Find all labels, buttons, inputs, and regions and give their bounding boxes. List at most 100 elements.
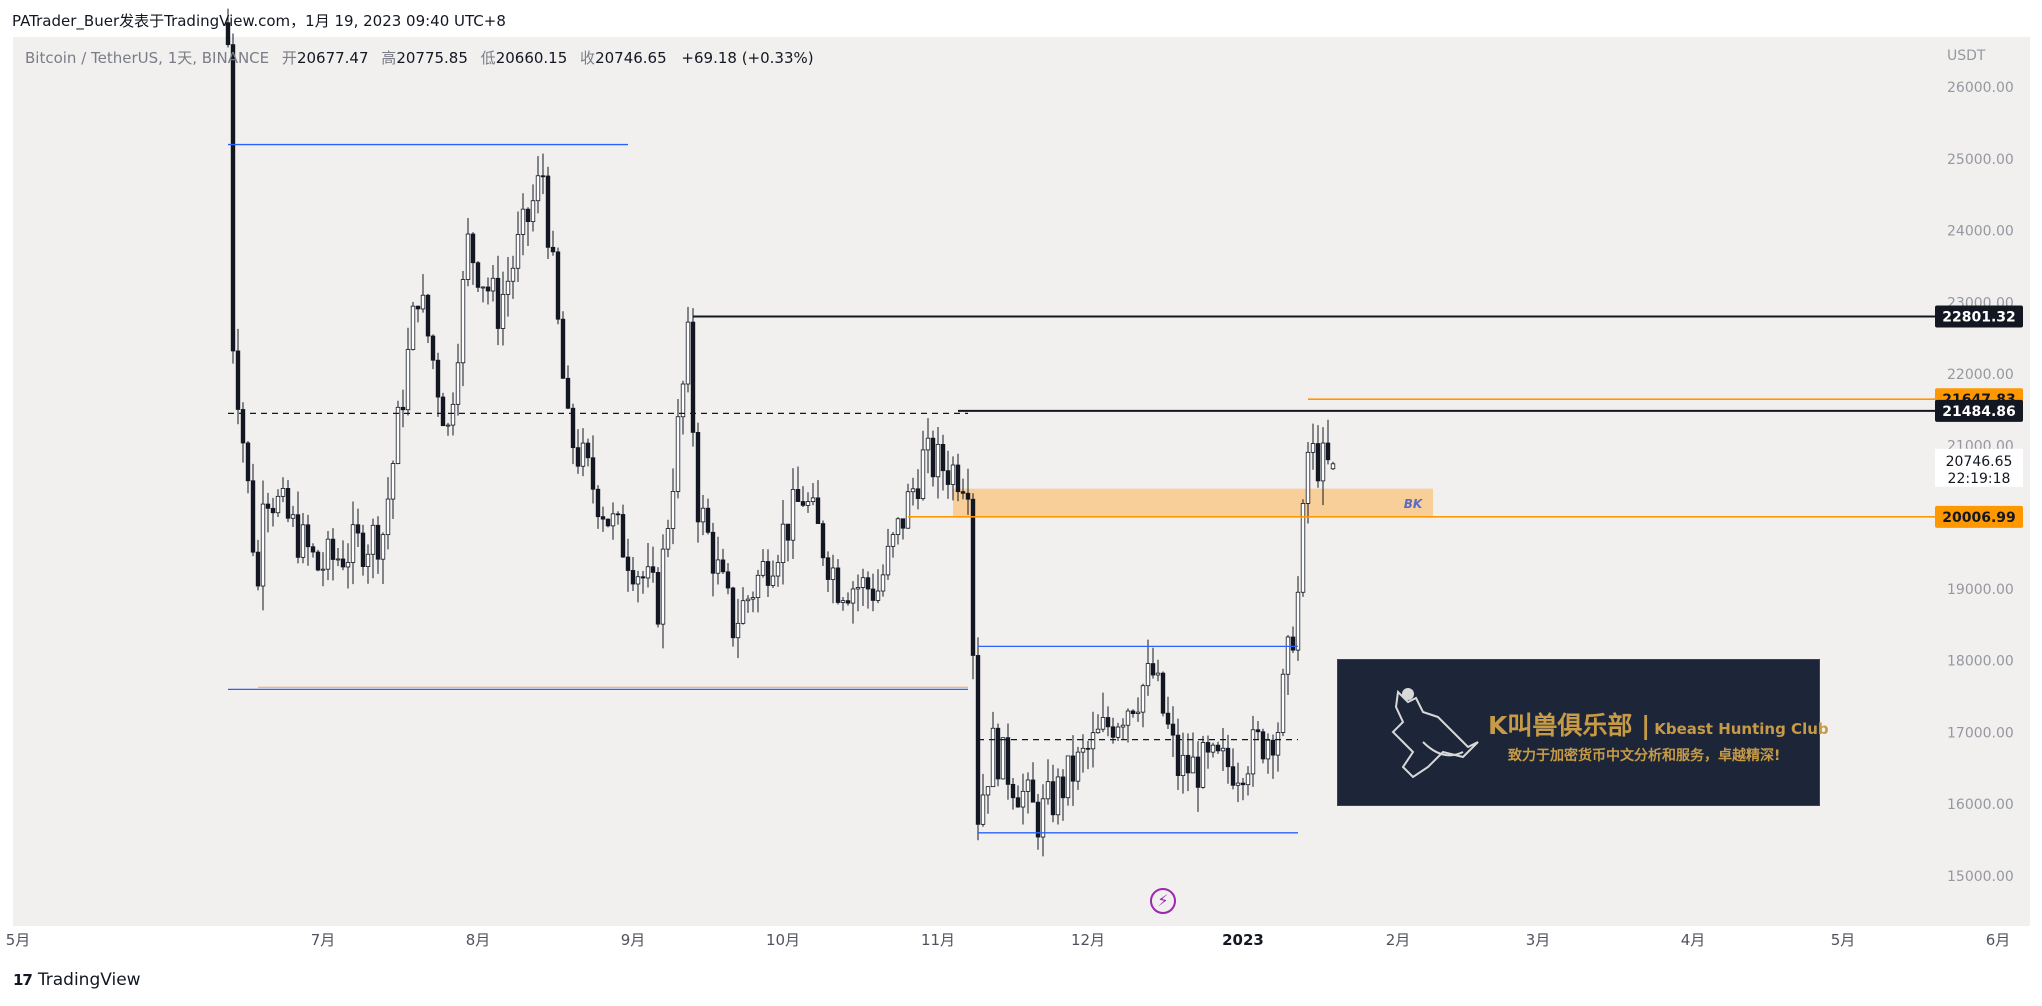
tradingview-brand: TradingView [37, 970, 141, 990]
candle-down [1325, 442, 1331, 461]
candle-up [735, 622, 741, 639]
candle-up [700, 507, 706, 523]
candle-up [660, 548, 666, 625]
candle-down [820, 523, 826, 559]
candle-up [885, 545, 891, 576]
candle-down [360, 532, 366, 567]
candle-up [450, 403, 456, 426]
candle-down [310, 546, 316, 553]
candle-up [260, 503, 266, 587]
candle-down [865, 577, 871, 590]
price-chart[interactable]: USDT26000.0025000.0024000.0023000.002200… [0, 0, 2042, 960]
candle-up [365, 553, 371, 567]
candle-down [1170, 723, 1176, 736]
candle-up [1100, 717, 1106, 730]
candle-up [905, 491, 911, 529]
candle-down [955, 464, 961, 493]
candle-up [990, 727, 996, 788]
price-label-bg [1935, 399, 2023, 422]
candle-up [1080, 747, 1086, 753]
candle-down [725, 571, 731, 589]
candle-down [495, 277, 501, 329]
candle-up [790, 489, 796, 541]
price-label: 20006.99 [1942, 510, 2016, 526]
candle-up [1310, 443, 1316, 453]
high-value: 20775.85 [396, 49, 468, 67]
candle-up [500, 293, 506, 329]
candle-down [585, 442, 591, 459]
candle-up [420, 294, 426, 310]
candle-down [1035, 801, 1041, 838]
candle-down [710, 531, 716, 574]
candle-down [1015, 797, 1021, 808]
candle-up [775, 562, 781, 577]
candle-up [530, 200, 536, 223]
candle-up [325, 538, 331, 570]
candle-up [1265, 739, 1271, 760]
candle-up [1020, 790, 1026, 808]
candle-up [760, 561, 766, 576]
candle-up [750, 597, 756, 600]
candle-up [855, 587, 861, 590]
candle-up [1090, 732, 1096, 750]
candle-down [1130, 710, 1136, 714]
tradingview-footer[interactable]: 17 TradingView [13, 970, 141, 990]
candle-down [815, 497, 821, 524]
y-tick-label: 26000.00 [1947, 80, 2014, 96]
price-label-bg [1935, 505, 2023, 528]
change-value: +69.18 (+0.33%) [681, 49, 814, 67]
candle-down [1290, 636, 1296, 651]
bk-zone-label: BK [1404, 497, 1424, 511]
y-tick-label: 25000.00 [1947, 152, 2014, 168]
candle-down [400, 406, 406, 411]
candle-up [1040, 798, 1046, 838]
candle-down [240, 409, 246, 444]
candle-up [380, 534, 386, 560]
candle-down [1150, 663, 1156, 676]
open-value: 20677.47 [296, 49, 369, 67]
candle-up [805, 501, 811, 506]
candle-down [945, 470, 951, 485]
candle-down [1070, 755, 1076, 782]
candle-down [315, 551, 321, 571]
x-tick-label: 12月 [1071, 931, 1105, 949]
candle-down [1160, 672, 1166, 714]
candle-down [570, 407, 576, 449]
candle-up [350, 524, 356, 563]
candle-down [285, 488, 291, 519]
candle-up [1245, 773, 1251, 786]
candle-up [1000, 737, 1006, 780]
candle-up [275, 495, 281, 514]
candle-down [475, 262, 481, 288]
candle-up [480, 286, 486, 289]
club-banner: K叫兽俱乐部 | Kbeast Hunting Club 致力于加密货币中文分析和… [1337, 659, 1829, 806]
candle-down [565, 377, 571, 409]
candle-up [515, 234, 521, 269]
symbol-name[interactable]: Bitcoin / TetherUS, 1天, BINANCE [25, 49, 270, 67]
candle-up [685, 321, 691, 385]
candle-up [1155, 672, 1161, 676]
candle-down [255, 551, 261, 587]
x-tick-label: 9月 [621, 931, 646, 949]
candle-up [1305, 451, 1311, 504]
candle-up [920, 449, 926, 499]
candle-up [1330, 463, 1336, 470]
candle-down [690, 321, 696, 433]
candle-up [1180, 754, 1186, 776]
candle-up [1295, 591, 1301, 651]
x-tick-label: 2月 [1386, 931, 1411, 949]
candle-up [520, 208, 526, 235]
candle-down [265, 503, 271, 509]
club-title-en: Kbeast Hunting Club [1654, 720, 1829, 738]
candle-down [545, 175, 551, 248]
candle-down [485, 286, 491, 292]
candle-up [860, 577, 866, 588]
candle-down [250, 480, 256, 553]
x-tick-label: 8月 [466, 931, 491, 949]
candle-up [385, 498, 391, 536]
lightning-icon[interactable]: ⚡ [1150, 888, 1176, 914]
candle-up [665, 528, 671, 550]
candle-down [305, 524, 311, 548]
candle-down [965, 492, 971, 500]
candle-down [845, 600, 851, 604]
